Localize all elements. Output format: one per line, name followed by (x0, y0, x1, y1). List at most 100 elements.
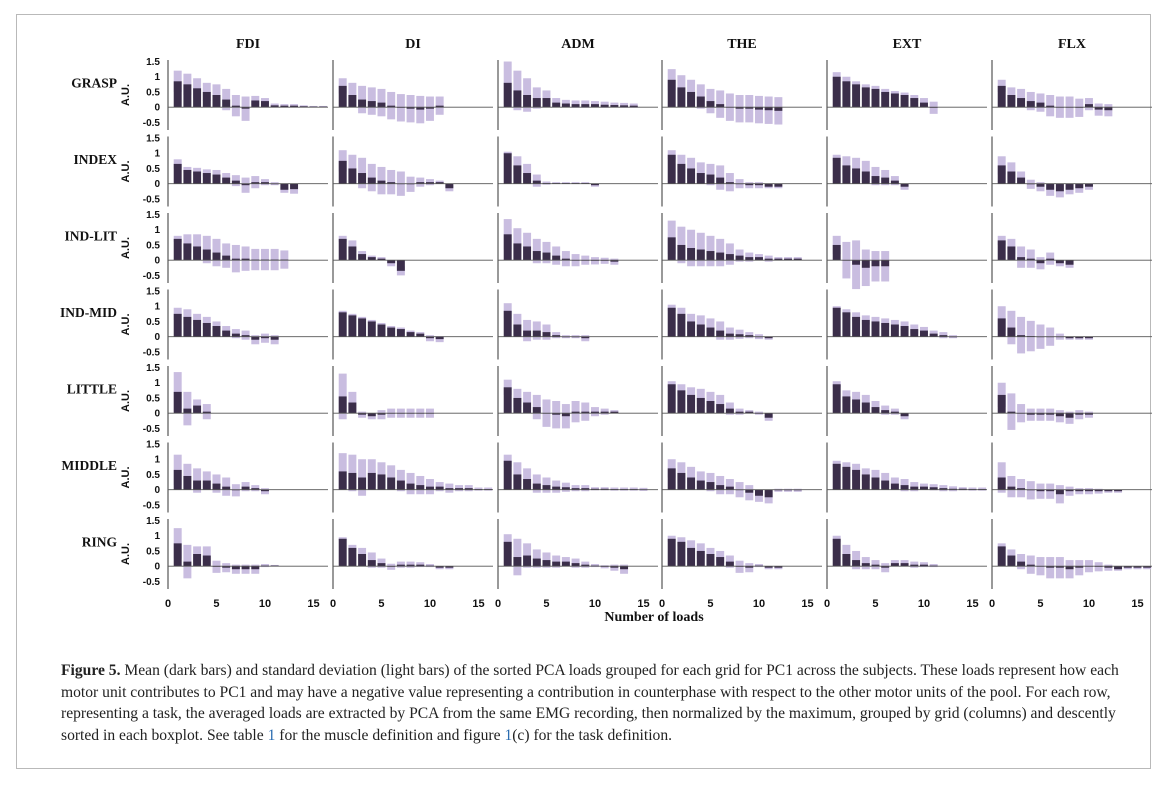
mean-bar (919, 102, 928, 108)
mean-bar (338, 160, 347, 184)
mean-bar (1046, 183, 1055, 190)
sd-bar (590, 564, 599, 568)
sd-bar (251, 95, 260, 106)
mean-bar (677, 472, 686, 490)
mean-bar (735, 255, 744, 261)
mean-bar (600, 104, 609, 108)
sd-bar (667, 220, 676, 255)
mean-bar (455, 488, 464, 490)
mean-bar (396, 329, 405, 337)
mean-bar (571, 411, 580, 414)
mean-bar (561, 487, 570, 490)
mean-bar (523, 246, 532, 261)
y-tick-label: 1.5 (146, 210, 160, 221)
panel-ind-mid-flx (991, 289, 1152, 360)
mean-bar (842, 466, 851, 490)
mean-bar (348, 168, 357, 184)
mean-bar (241, 486, 250, 490)
sd-bar (1104, 564, 1113, 571)
mean-bar (1075, 336, 1084, 339)
mean-bar (406, 107, 415, 109)
sd-bar (881, 563, 890, 573)
y-tick-label: -0.5 (143, 500, 161, 511)
mean-bar (997, 165, 1006, 184)
mean-bar (416, 182, 425, 184)
sd-bar (861, 557, 870, 570)
mean-bar (251, 182, 260, 184)
panel-ind-lit-the (661, 213, 822, 283)
sd-bar (706, 88, 715, 114)
mean-bar (1017, 177, 1026, 184)
mean-bar (735, 107, 744, 109)
mean-bar (552, 486, 561, 490)
mean-bar (183, 316, 192, 337)
panel-grasp-fdi (167, 60, 328, 130)
sd-bar (1036, 257, 1045, 270)
mean-bar (667, 384, 676, 414)
sd-bar (600, 257, 609, 264)
row-label-middle: MIDDLE (61, 458, 117, 473)
panel-grasp-the (661, 60, 822, 130)
mean-bar (590, 183, 599, 186)
sd-bar (561, 251, 570, 267)
panel-little-ext (826, 366, 987, 436)
panel-grasp-ext (826, 60, 987, 130)
mean-bar (687, 91, 696, 108)
mean-bar (754, 183, 763, 186)
mean-bar (503, 541, 512, 567)
y-tick-label: -0.5 (143, 347, 161, 358)
mean-bar (202, 173, 211, 184)
mean-bar (667, 237, 676, 261)
sd-bar (387, 326, 396, 330)
mean-bar (745, 566, 754, 568)
mean-bar (542, 252, 551, 261)
mean-bar (1065, 413, 1074, 418)
y-tick-label: 1 (154, 531, 160, 542)
mean-bar (348, 547, 357, 567)
mean-bar (532, 330, 541, 337)
x-axis-label: Number of loads (604, 610, 704, 625)
panel-little-flx (991, 366, 1152, 436)
mean-bar (241, 258, 250, 261)
figure-ref-link[interactable]: 1 (504, 726, 513, 744)
panel-ring-fdi (167, 519, 328, 589)
mean-bar (542, 485, 551, 490)
mean-bar (620, 566, 629, 570)
mean-bar (1017, 488, 1026, 490)
y-tick-label: 0.5 (146, 393, 160, 404)
y-tick-label: -0.5 (143, 118, 161, 129)
mean-bar (183, 84, 192, 108)
mean-bar (852, 260, 861, 265)
mean-bar (173, 163, 182, 184)
mean-bar (687, 394, 696, 414)
mean-bar (193, 480, 202, 490)
mean-bar (706, 251, 715, 261)
mean-bar (358, 318, 367, 337)
mean-bar (696, 324, 705, 337)
mean-bar (997, 477, 1006, 490)
mean-bar (590, 104, 599, 108)
mean-bar (725, 561, 734, 567)
sd-bar (396, 469, 405, 492)
table-ref-link[interactable]: 1 (267, 726, 276, 744)
mean-bar (1046, 566, 1055, 568)
x-tick-label: 0 (989, 598, 995, 610)
mean-bar (425, 336, 434, 339)
mean-bar (581, 104, 590, 108)
mean-bar (173, 81, 182, 108)
mean-bar (764, 489, 773, 498)
mean-bar (735, 411, 744, 414)
mean-bar (910, 564, 919, 567)
y-tick-label: 0 (154, 485, 160, 496)
mean-bar (667, 154, 676, 184)
mean-bar (832, 307, 841, 337)
sd-bar (861, 249, 870, 287)
mean-bar (754, 107, 763, 110)
mean-bar (610, 411, 619, 414)
sd-bar (425, 179, 434, 186)
mean-bar (600, 411, 609, 414)
mean-bar (183, 475, 192, 490)
mean-bar (513, 243, 522, 261)
y-tick-label: 1.5 (146, 516, 160, 527)
mean-bar (1055, 413, 1064, 417)
